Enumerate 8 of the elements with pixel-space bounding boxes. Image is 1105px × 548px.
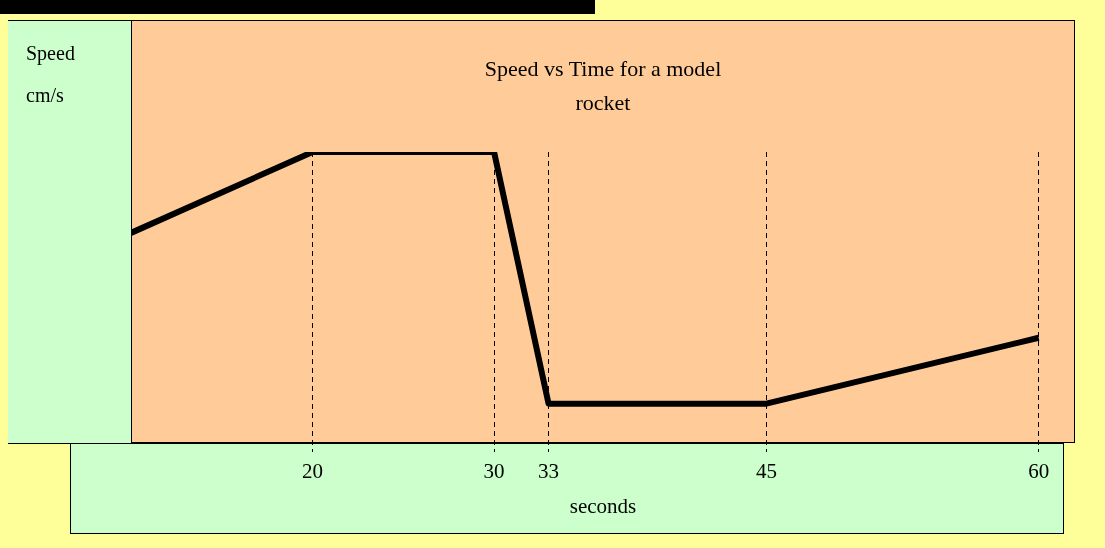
chart-title: Speed vs Time for a model rocket [483,55,723,117]
x-tick-label: 20 [302,458,324,483]
x-tick-label: 33 [538,458,560,483]
x-tick-label: 60 [1028,458,1050,483]
x-tick-label: 30 [483,458,505,483]
y-axis-title: Speed cm/s [26,41,76,108]
x-axis-title: seconds [569,493,637,518]
x-tick-label: 45 [755,458,777,483]
